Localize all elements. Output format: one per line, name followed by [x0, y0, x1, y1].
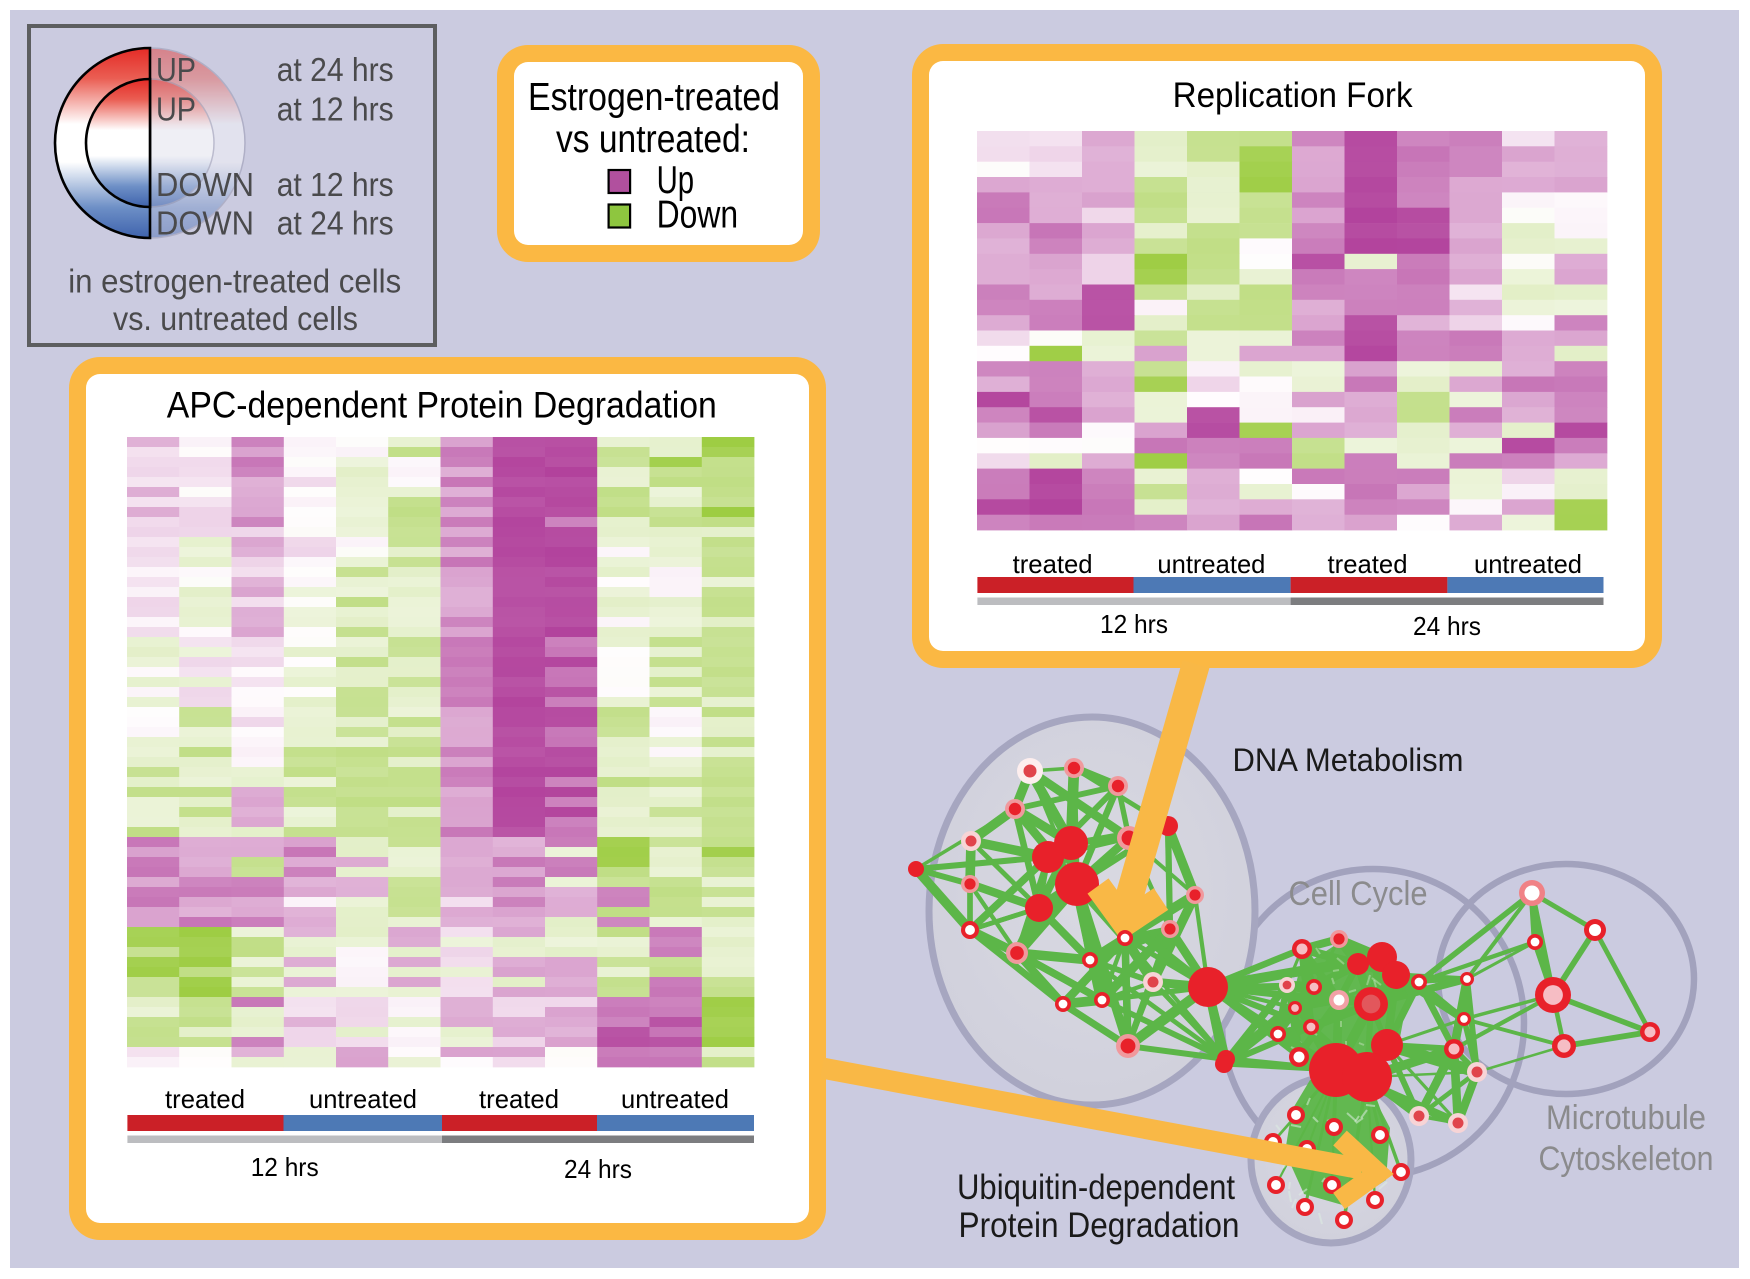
- svg-text:Cytoskeleton: Cytoskeleton: [1539, 1140, 1714, 1178]
- svg-text:at 24 hrs: at 24 hrs: [277, 52, 394, 89]
- svg-text:treated: treated: [1013, 549, 1093, 579]
- svg-text:Replication Fork: Replication Fork: [1173, 75, 1413, 115]
- svg-text:untreated: untreated: [621, 1084, 729, 1114]
- svg-text:untreated: untreated: [1474, 549, 1582, 579]
- svg-text:treated: treated: [479, 1084, 559, 1114]
- svg-text:in estrogen-treated cells: in estrogen-treated cells: [68, 264, 401, 301]
- svg-text:vs. untreated cells: vs. untreated cells: [113, 301, 358, 338]
- svg-text:Protein Degradation: Protein Degradation: [959, 1206, 1240, 1245]
- svg-text:Estrogen-treated: Estrogen-treated: [528, 76, 780, 119]
- svg-text:24 hrs: 24 hrs: [564, 1154, 632, 1184]
- svg-text:UP: UP: [156, 52, 196, 89]
- svg-text:Down: Down: [657, 194, 739, 237]
- svg-text:Cell Cycle: Cell Cycle: [1289, 875, 1428, 913]
- svg-text:vs untreated:: vs untreated:: [556, 118, 750, 161]
- svg-text:treated: treated: [165, 1084, 245, 1114]
- svg-text:Ubiquitin-dependent: Ubiquitin-dependent: [957, 1168, 1235, 1207]
- svg-text:untreated: untreated: [1157, 549, 1265, 579]
- svg-text:24 hrs: 24 hrs: [1413, 611, 1481, 641]
- svg-text:at 24 hrs: at 24 hrs: [277, 206, 394, 243]
- svg-text:DNA Metabolism: DNA Metabolism: [1233, 742, 1464, 778]
- svg-text:at 12 hrs: at 12 hrs: [277, 167, 394, 204]
- svg-text:12 hrs: 12 hrs: [1100, 609, 1168, 639]
- svg-text:treated: treated: [1328, 549, 1408, 579]
- svg-text:DOWN: DOWN: [156, 167, 254, 204]
- svg-text:12 hrs: 12 hrs: [251, 1152, 319, 1182]
- svg-text:Up: Up: [657, 159, 695, 202]
- svg-text:DOWN: DOWN: [156, 206, 254, 243]
- svg-text:APC-dependent Protein Degradat: APC-dependent Protein Degradation: [167, 385, 717, 426]
- svg-text:at 12 hrs: at 12 hrs: [277, 92, 394, 129]
- svg-text:untreated: untreated: [309, 1084, 417, 1114]
- svg-text:Microtubule: Microtubule: [1546, 1099, 1706, 1137]
- svg-text:UP: UP: [156, 92, 196, 129]
